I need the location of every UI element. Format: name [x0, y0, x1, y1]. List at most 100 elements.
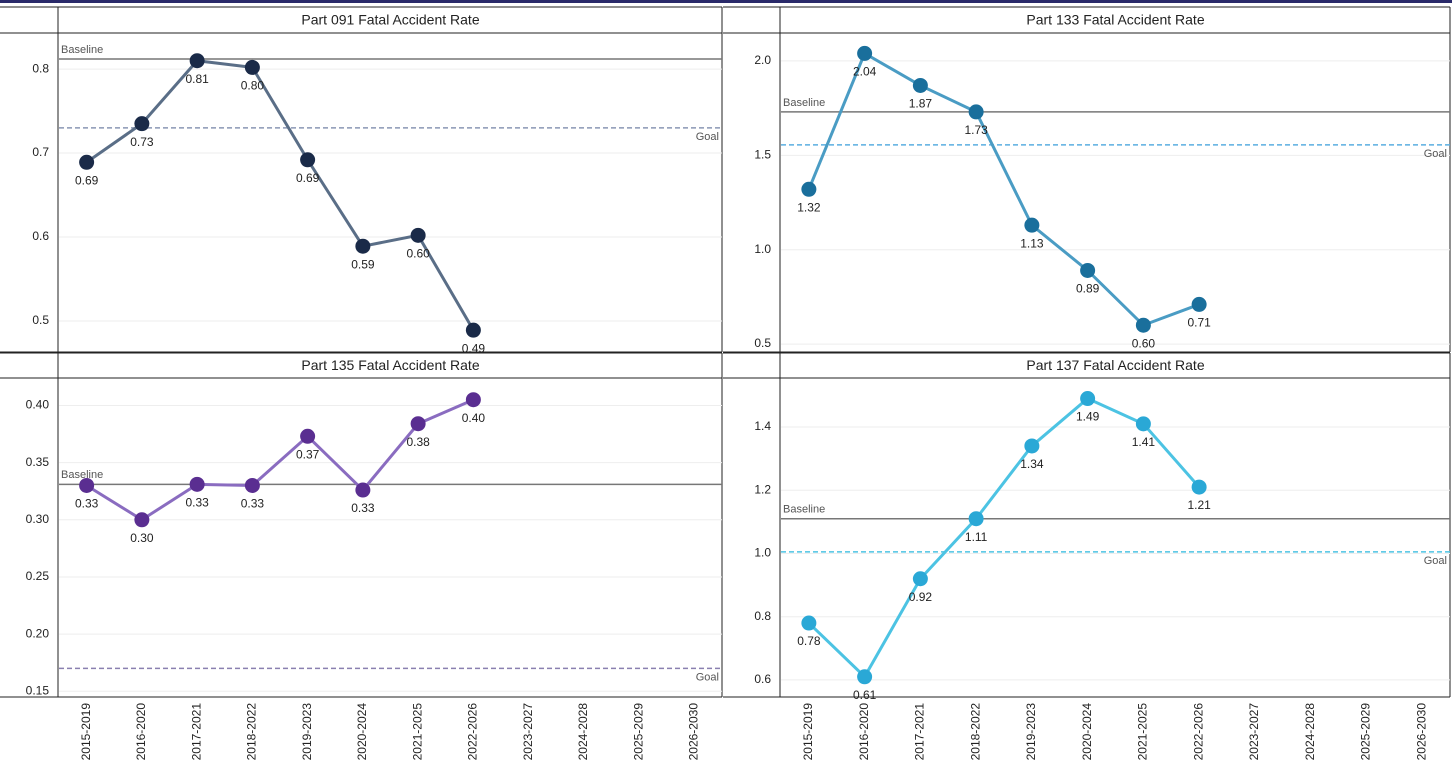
data-point	[465, 322, 481, 338]
data-point	[1135, 317, 1151, 333]
data-point	[1080, 391, 1096, 407]
chart-title: Part 133 Fatal Accident Rate	[1026, 12, 1204, 28]
y-tick-label: 0.15	[26, 683, 50, 697]
x-tick-label: 2020-2024	[355, 703, 369, 761]
data-point	[189, 53, 205, 69]
x-tick-label: 2016-2020	[857, 703, 871, 761]
x-tick-label: 2021-2025	[410, 703, 424, 761]
data-point	[189, 476, 205, 492]
x-tick-label: 2019-2023	[300, 703, 314, 761]
data-label: 0.33	[75, 497, 99, 511]
y-tick-label: 0.5	[32, 313, 49, 327]
x-tick-label: 2018-2022	[968, 703, 982, 761]
data-label: 0.38	[406, 435, 430, 449]
series-line	[807, 51, 1200, 327]
reference-label: Goal	[1424, 148, 1447, 160]
data-label: 0.80	[241, 79, 265, 93]
y-tick-label: 0.25	[26, 569, 50, 583]
y-tick-label: 0.5	[754, 336, 771, 350]
data-point	[300, 428, 316, 444]
data-point	[1191, 296, 1207, 312]
x-tick-label: 2015-2019	[79, 703, 93, 761]
data-point	[134, 116, 150, 132]
data-label: 0.33	[241, 497, 265, 511]
y-tick-label: 0.8	[754, 609, 771, 623]
reference-label: Goal	[696, 671, 719, 683]
data-label: 1.87	[909, 97, 933, 111]
data-point	[465, 392, 481, 408]
data-label: 0.33	[351, 501, 375, 515]
x-tick-label: 2025-2029	[1359, 703, 1373, 761]
data-label: 0.92	[909, 590, 933, 604]
reference-label: Goal	[696, 131, 719, 143]
data-label: 0.49	[462, 341, 486, 355]
x-tick-label: 2026-2030	[1414, 703, 1428, 761]
x-tick-label: 2015-2019	[801, 703, 815, 761]
data-label: 0.59	[351, 257, 375, 271]
y-tick-label: 0.7	[32, 145, 49, 159]
data-point	[857, 669, 873, 685]
data-label: 1.49	[1076, 410, 1100, 424]
data-label: 0.69	[296, 171, 320, 185]
x-tick-label: 2025-2029	[631, 703, 645, 761]
data-label: 1.34	[1020, 457, 1044, 471]
data-point	[1024, 438, 1040, 454]
chart-title: Part 135 Fatal Accident Rate	[301, 357, 479, 373]
data-label: 1.21	[1187, 498, 1211, 512]
x-tick-label: 2022-2026	[1191, 703, 1205, 761]
x-tick-label: 2024-2028	[1303, 703, 1317, 761]
data-label: 0.40	[462, 411, 486, 425]
data-label: 0.69	[75, 173, 99, 187]
data-label: 1.41	[1132, 435, 1156, 449]
data-label: 0.30	[130, 531, 154, 545]
data-point	[1024, 217, 1040, 233]
data-label: 0.33	[185, 496, 209, 510]
data-point	[1080, 262, 1096, 278]
series-line	[807, 396, 1201, 680]
y-tick-label: 0.20	[26, 626, 50, 640]
data-point	[79, 477, 95, 493]
data-point	[410, 416, 426, 432]
x-tick-label: 2020-2024	[1080, 703, 1094, 761]
data-point	[801, 181, 817, 197]
y-tick-label: 0.8	[32, 61, 49, 75]
data-label: 1.32	[797, 200, 821, 214]
data-point	[355, 482, 371, 498]
reference-label: Baseline	[783, 504, 825, 516]
top-bar	[0, 0, 1452, 3]
data-point	[79, 154, 95, 170]
data-label: 1.13	[1020, 236, 1044, 250]
data-label: 0.73	[130, 135, 154, 149]
data-point	[912, 571, 928, 587]
data-point	[244, 59, 260, 75]
data-label: 1.73	[964, 123, 988, 137]
data-label: 2.04	[853, 65, 877, 79]
y-tick-label: 1.0	[754, 242, 771, 256]
x-tick-label: 2022-2026	[466, 703, 480, 761]
reference-label: Baseline	[61, 44, 103, 56]
y-tick-label: 0.30	[26, 512, 50, 526]
y-tick-label: 1.5	[754, 147, 771, 161]
x-tick-label: 2018-2022	[245, 703, 259, 761]
reference-label: Baseline	[61, 469, 103, 481]
x-tick-label: 2024-2028	[576, 703, 590, 761]
y-tick-label: 0.35	[26, 455, 50, 469]
y-tick-label: 0.6	[754, 672, 771, 686]
data-label: 0.60	[406, 246, 430, 260]
x-tick-label: 2017-2021	[913, 703, 927, 761]
data-point	[1135, 416, 1151, 432]
data-label: 0.60	[1132, 336, 1156, 350]
y-tick-label: 1.2	[754, 482, 771, 496]
data-point	[912, 77, 928, 93]
data-label: 0.78	[797, 634, 821, 648]
data-label: 0.81	[185, 72, 209, 86]
data-point	[857, 45, 873, 61]
data-label: 1.11	[965, 530, 988, 544]
data-point	[968, 511, 984, 527]
x-tick-label: 2023-2027	[521, 703, 535, 761]
y-tick-label: 1.4	[754, 419, 771, 433]
y-tick-label: 1.0	[754, 546, 771, 560]
x-tick-label: 2017-2021	[189, 703, 203, 761]
x-tick-label: 2023-2027	[1247, 703, 1261, 761]
